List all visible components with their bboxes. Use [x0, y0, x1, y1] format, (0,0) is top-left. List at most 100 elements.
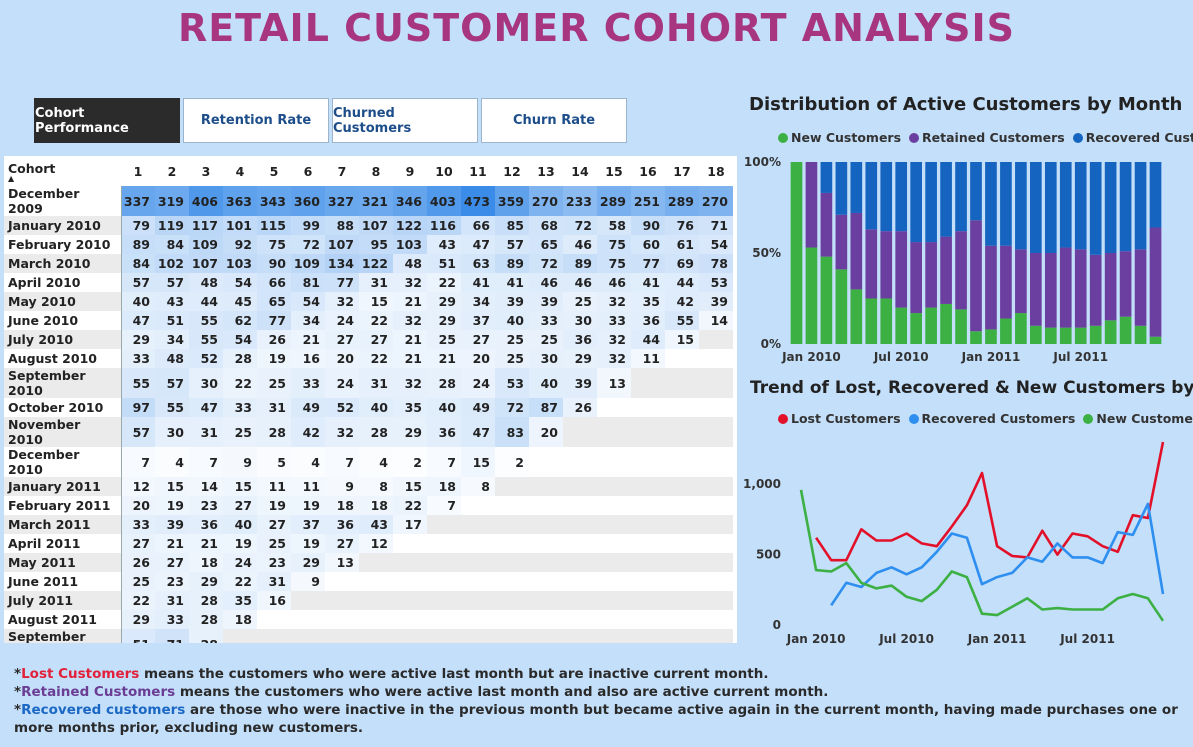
table-row: March 2011 33 39 36 40 27 37 36 43 17 — [4, 515, 733, 534]
tab-churn-rate[interactable]: Churn Rate — [481, 98, 627, 143]
cohort-cell: 41 — [495, 273, 529, 292]
cohort-cell: 31 — [359, 273, 393, 292]
cohort-label: November 2010 — [4, 417, 122, 447]
empty-cell — [597, 534, 631, 553]
cohort-cell: 33 — [121, 515, 155, 534]
cohort-cell: 36 — [631, 311, 665, 330]
empty-cell — [291, 610, 325, 629]
empty-cell — [665, 447, 699, 477]
legend-new: New Customers — [778, 130, 901, 145]
column-header-1[interactable]: 1 — [133, 163, 143, 179]
cohort-cell: 32 — [393, 273, 427, 292]
cohort-cell: 89 — [495, 254, 529, 273]
empty-cell — [529, 629, 563, 643]
cohort-cell: 31 — [155, 591, 189, 610]
column-header-18[interactable]: 18 — [707, 163, 725, 179]
x-tick-label: Jan 2011 — [967, 632, 1027, 646]
cohort-cell: 78 — [699, 254, 733, 273]
empty-cell — [529, 572, 563, 591]
cohort-cell: 30 — [155, 417, 189, 447]
bar-segment-recovered-customers — [940, 162, 952, 237]
cohort-cell: 122 — [359, 254, 393, 273]
column-header-8[interactable]: 8 — [371, 163, 381, 179]
bar-segment-new-customers — [1119, 316, 1132, 344]
cohort-label: June 2010 — [4, 311, 122, 330]
column-header-15[interactable]: 15 — [605, 163, 623, 179]
tab-cohort-performance[interactable]: Cohort Performance — [34, 98, 180, 143]
tab-churned-customers[interactable]: Churned Customers — [332, 98, 478, 143]
column-header-17[interactable]: 17 — [673, 163, 691, 179]
cohort-table-panel: Cohort ▲ 1 2 3 4 5 6 7 8 9 10 11 12 13 14 15 16 17 18 Decem… — [4, 156, 737, 643]
column-header-11[interactable]: 11 — [469, 163, 487, 179]
definition-lost: *Lost Customers means the customers who … — [14, 666, 769, 682]
cohort-cell: 33 — [529, 311, 563, 330]
empty-cell — [427, 610, 461, 629]
bar-segment-recovered-customers — [1089, 162, 1102, 255]
column-header-10[interactable]: 10 — [435, 163, 453, 179]
empty-cell — [563, 496, 597, 515]
legend-retained: Retained Customers — [909, 130, 1065, 145]
cohort-cell: 12 — [359, 534, 393, 553]
cohort-cell: 11 — [631, 349, 665, 368]
bar-segment-retained-customers — [895, 231, 908, 308]
column-header-12[interactable]: 12 — [503, 163, 521, 179]
empty-cell — [461, 553, 495, 572]
empty-cell — [699, 572, 733, 591]
bar-segment-recovered-customers — [970, 162, 982, 221]
empty-cell — [665, 553, 699, 572]
cohort-cell: 18 — [223, 610, 257, 629]
empty-cell — [325, 610, 359, 629]
bar-segment-recovered-customers — [1044, 162, 1057, 253]
empty-cell — [291, 591, 325, 610]
y-tick-label: 50% — [752, 246, 781, 260]
column-header-14[interactable]: 14 — [571, 163, 589, 179]
cohort-cell: 40 — [121, 292, 155, 311]
cohort-cell: 28 — [257, 417, 291, 447]
column-header-16[interactable]: 16 — [639, 163, 657, 179]
cohort-cell: 63 — [461, 254, 495, 273]
column-header-3[interactable]: 3 — [201, 163, 211, 179]
column-header-5[interactable]: 5 — [269, 163, 279, 179]
column-header-7[interactable]: 7 — [337, 163, 347, 179]
bar-segment-recovered-customers — [865, 162, 878, 230]
cohort-label: May 2010 — [4, 292, 122, 311]
bar-segment-retained-customers — [1104, 253, 1117, 321]
bar-segment-recovered-customers — [895, 162, 908, 232]
empty-cell — [597, 553, 631, 572]
cohort-cell: 30 — [189, 368, 223, 398]
column-header-9[interactable]: 9 — [405, 163, 415, 179]
bar-segment-retained-customers — [985, 245, 997, 330]
cohort-cell: 289 — [597, 186, 631, 216]
column-header-13[interactable]: 13 — [537, 163, 555, 179]
cohort-cell: 89 — [563, 254, 597, 273]
cohort-cell: 15 — [223, 477, 257, 496]
cohort-cell: 32 — [393, 311, 427, 330]
cohort-cell: 49 — [291, 398, 325, 417]
bar-segment-retained-customers — [850, 212, 863, 290]
cohort-label: February 2010 — [4, 235, 122, 254]
cohort-cell: 30 — [529, 349, 563, 368]
cohort-cell: 97 — [121, 398, 155, 417]
bar-segment-new-customers — [820, 256, 833, 344]
empty-cell — [393, 572, 427, 591]
tab-retention-rate[interactable]: Retention Rate — [183, 98, 329, 143]
cohort-cell: 58 — [597, 216, 631, 235]
cohort-cell: 116 — [427, 216, 461, 235]
bar-segment-retained-customers — [1134, 249, 1147, 326]
bar-segment-retained-customers — [910, 242, 922, 314]
cohort-cell: 41 — [461, 273, 495, 292]
table-header-row: Cohort ▲ 1 2 3 4 5 6 7 8 9 10 11 12 13 14 15 16 17 18 — [4, 156, 733, 186]
cohort-cell: 52 — [189, 349, 223, 368]
column-header-6[interactable]: 6 — [303, 163, 313, 179]
cohort-cell: 13 — [597, 368, 631, 398]
cohort-cell: 19 — [155, 496, 189, 515]
bar-segment-new-customers — [1059, 327, 1072, 344]
table-row: February 2010 89 84 109 92 75 72 107 95 103 43 47 57… — [4, 235, 733, 254]
column-header-cohort[interactable]: Cohort ▲ — [8, 160, 56, 183]
cohort-cell: 251 — [631, 186, 665, 216]
cohort-cell: 109 — [291, 254, 325, 273]
empty-cell — [699, 398, 733, 417]
cohort-cell: 21 — [393, 292, 427, 311]
column-header-4[interactable]: 4 — [235, 163, 245, 179]
column-header-2[interactable]: 2 — [167, 163, 177, 179]
